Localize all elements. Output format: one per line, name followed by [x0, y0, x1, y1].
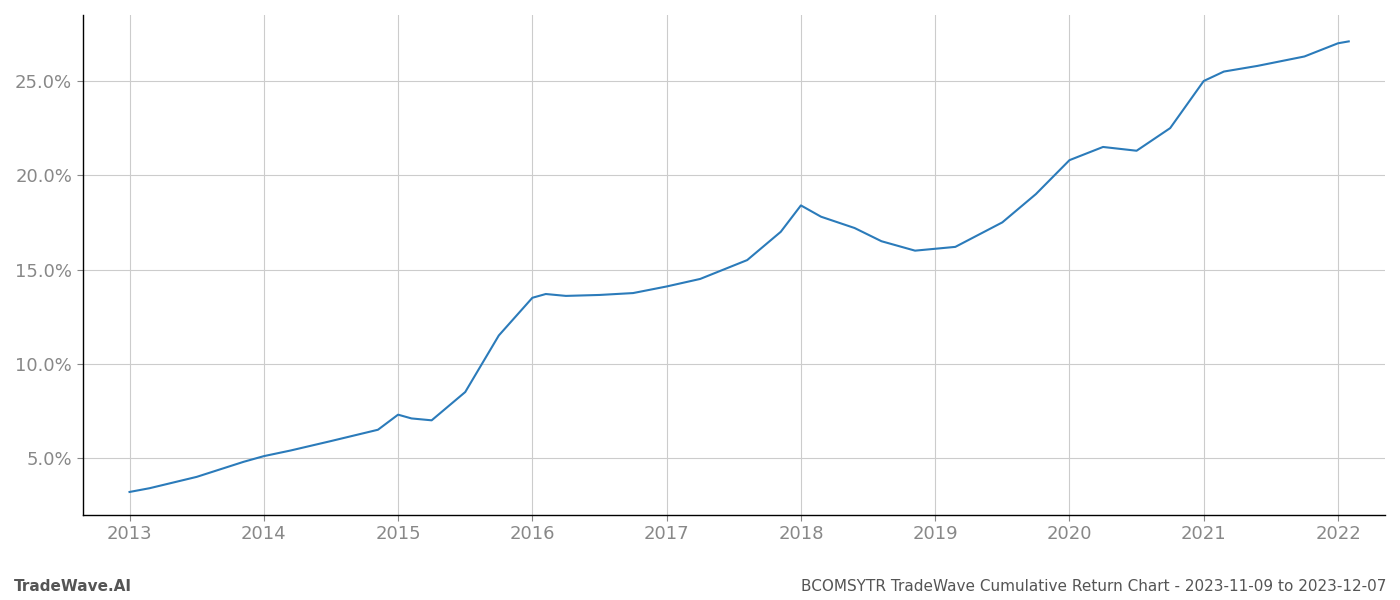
Text: TradeWave.AI: TradeWave.AI [14, 579, 132, 594]
Text: BCOMSYTR TradeWave Cumulative Return Chart - 2023-11-09 to 2023-12-07: BCOMSYTR TradeWave Cumulative Return Cha… [801, 579, 1386, 594]
